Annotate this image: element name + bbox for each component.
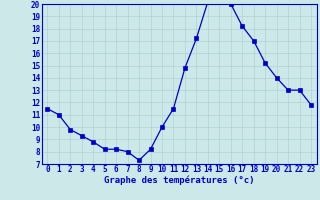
X-axis label: Graphe des températures (°c): Graphe des températures (°c) bbox=[104, 176, 254, 185]
